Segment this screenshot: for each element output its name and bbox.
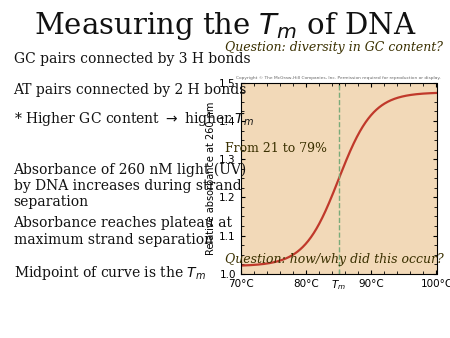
Text: GC pairs connected by 3 H bonds: GC pairs connected by 3 H bonds [14,52,250,66]
Text: Midpoint of curve is the $T_m$: Midpoint of curve is the $T_m$ [14,264,206,282]
Y-axis label: Relative absorbance at 260 nm: Relative absorbance at 260 nm [207,102,216,255]
Text: * Higher GC content $\rightarrow$ higher $T_m$: * Higher GC content $\rightarrow$ higher… [14,110,253,128]
Text: Absorbance of 260 nM light (UV)
by DNA increases during strand
separation: Absorbance of 260 nM light (UV) by DNA i… [14,162,247,209]
Text: Copyright © The McGraw-Hill Companies, Inc. Permission required for reproduction: Copyright © The McGraw-Hill Companies, I… [236,76,441,80]
Text: Measuring the $T_m$ of DNA: Measuring the $T_m$ of DNA [34,10,416,42]
Text: Absorbance reaches plateau at
maximum strand separation: Absorbance reaches plateau at maximum st… [14,216,233,246]
Text: Question: how/why did this occur?: Question: how/why did this occur? [225,254,444,266]
Text: Question: diversity in GC content?: Question: diversity in GC content? [225,41,443,53]
Text: AT pairs connected by 2 H bonds: AT pairs connected by 2 H bonds [14,83,247,97]
Text: From 21 to 79%: From 21 to 79% [225,142,327,155]
